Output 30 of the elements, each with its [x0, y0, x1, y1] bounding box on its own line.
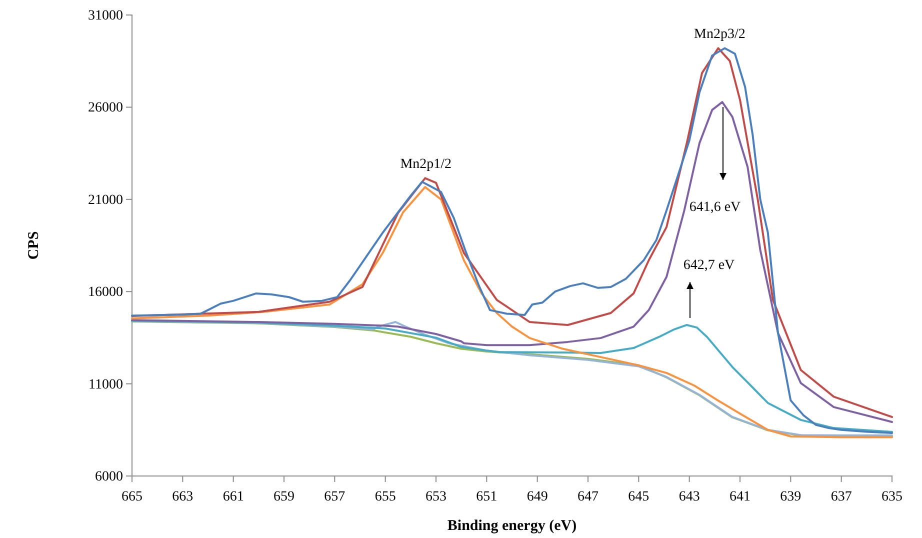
- line-series: [131, 101, 893, 423]
- x-tick-label: 643: [678, 489, 700, 504]
- x-tick-label: 649: [526, 489, 548, 504]
- y-tick-label: 16000: [88, 285, 123, 300]
- annotation: 642,7 eV: [683, 258, 735, 274]
- annotation: Mn2p1/2: [400, 157, 452, 172]
- x-tick-label: 639: [780, 489, 802, 504]
- annotation: 641,6 eV: [689, 200, 741, 216]
- annotation: Mn2p3/2: [694, 27, 746, 42]
- x-tick-label: 641: [730, 489, 750, 504]
- x-tick-label: 651: [476, 489, 498, 504]
- y-axis-title: CPS: [26, 231, 42, 260]
- x-tick-label: 637: [830, 489, 852, 504]
- line-series: [131, 186, 893, 438]
- x-axis-title: Binding energy (eV): [447, 518, 577, 534]
- x-tick-label: 645: [628, 489, 650, 504]
- y-tick-label: 6000: [95, 469, 123, 484]
- x-tick-label: 657: [324, 489, 346, 504]
- x-tick-label: 663: [172, 489, 194, 504]
- x-tick-label: 665: [122, 489, 142, 504]
- x-tick-label: 661: [222, 489, 244, 504]
- y-tick-label: 26000: [88, 100, 123, 116]
- x-tick-label: 653: [426, 489, 446, 504]
- y-tick-label: 21000: [88, 192, 123, 208]
- x-tick-label: 647: [578, 489, 598, 504]
- y-tick-label: 11000: [88, 377, 123, 392]
- x-tick-label: 635: [882, 489, 902, 504]
- y-tick-label: 31000: [88, 8, 123, 24]
- x-tick-label: 655: [374, 489, 396, 504]
- x-tick-label: 659: [274, 489, 294, 504]
